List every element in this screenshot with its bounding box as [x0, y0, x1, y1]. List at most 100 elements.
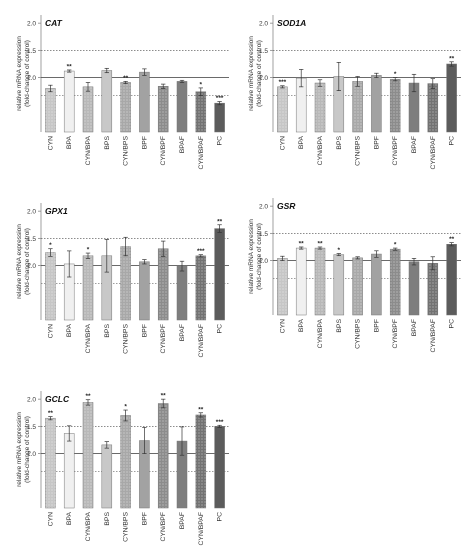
category-label: CYN/BPAF [198, 324, 205, 358]
bar-hatch [352, 81, 363, 132]
significance-label: ** [449, 55, 455, 62]
bar-hatch [277, 86, 288, 132]
category-label: CYN/BPF [392, 319, 399, 348]
bar-pc [446, 244, 457, 316]
category-label: CYN/BPF [160, 512, 167, 541]
category-label: CYN/BPA [85, 512, 92, 542]
significance-label: ** [449, 236, 455, 243]
significance-label: ** [123, 75, 129, 82]
category-label: BPF [373, 319, 380, 332]
bar-hatch [158, 248, 169, 320]
bar-hatch [352, 257, 363, 315]
category-label: BPA [298, 319, 305, 333]
y-tick-label: 1.5 [27, 48, 36, 55]
category-label: BPS [336, 319, 343, 333]
category-label: BPAF [179, 324, 186, 341]
y-axis-label: (fold-change of control) [256, 40, 263, 107]
category-label: CYN [47, 324, 54, 338]
significance-label: ** [217, 218, 223, 225]
significance-label: * [87, 247, 90, 254]
significance-label: *** [216, 419, 224, 426]
category-label: BPA [66, 512, 73, 526]
bar-hatch [120, 246, 131, 320]
bar-hatch [427, 263, 438, 315]
significance-label: ** [299, 240, 305, 247]
significance-label: ** [67, 63, 73, 70]
significance-label: *** [216, 95, 224, 102]
category-label: BPF [373, 136, 380, 149]
y-tick-label: 2.0 [27, 21, 36, 28]
bar-hatch [195, 414, 206, 508]
panel-gpx1: GPX1 relative mRNA expression (fold-change… [16, 203, 229, 358]
category-label: BPF [141, 512, 148, 525]
bar-hatch [158, 86, 169, 132]
panel-title: GCLC [45, 394, 70, 404]
category-label: BPS [104, 324, 111, 338]
category-label: CYN/BPF [160, 136, 167, 165]
bar-hatch [45, 252, 56, 320]
bar-hatch [195, 255, 206, 320]
y-tick-label: 1.5 [259, 231, 268, 238]
category-label: CYN/BPA [85, 136, 92, 166]
significance-label: * [394, 71, 397, 78]
bar-bpf [371, 253, 382, 316]
significance-label: * [49, 242, 52, 249]
category-label: BPF [141, 136, 148, 149]
y-tick-label: 1.5 [27, 236, 36, 243]
bar-hatch [315, 83, 325, 132]
category-label: CYN/BPAF [198, 136, 205, 170]
panel-title: GPX1 [45, 206, 68, 216]
category-label: CYN/BPS [355, 136, 362, 166]
y-tick-label: 1.5 [259, 48, 268, 55]
y-axis-label: (fold-change of control) [24, 416, 31, 483]
significance-label: * [124, 404, 127, 411]
y-tick-label: 2.0 [27, 209, 36, 216]
category-label: CYN/BPA [85, 324, 92, 354]
bar-hatch [83, 86, 93, 132]
category-label: CYN/BPS [123, 324, 130, 354]
bar-hatch [120, 82, 131, 132]
category-label: BPS [336, 136, 343, 150]
bar-pc [446, 63, 457, 133]
panel-title: CAT [45, 18, 63, 28]
y-axis-label: relative mRNA expression [16, 36, 23, 111]
y-tick-label: 1.0 [27, 263, 36, 270]
y-axis-label: (fold-change of control) [24, 228, 31, 295]
bar-bpaf [176, 265, 188, 321]
y-tick-label: 1.0 [27, 75, 36, 82]
significance-label: ** [317, 240, 323, 247]
significance-label: ** [48, 410, 54, 417]
bar-pc [214, 426, 225, 509]
category-label: PC [449, 319, 456, 329]
bar-hatch [277, 258, 288, 315]
bar-hatch [83, 402, 93, 508]
category-label: BPAF [179, 512, 186, 529]
category-label: BPAF [411, 136, 418, 153]
bar-hatch [390, 249, 401, 315]
significance-label: *** [279, 79, 287, 86]
y-axis-label: relative mRNA expression [248, 36, 255, 111]
y-tick-label: 2.0 [27, 397, 36, 404]
significance-label: ** [85, 393, 91, 400]
category-label: CYN/BPS [123, 136, 130, 166]
category-label: BPAF [411, 319, 418, 336]
y-tick-label: 1.0 [259, 75, 268, 82]
category-label: CYN/BPAF [430, 136, 437, 170]
bar-bps [333, 254, 345, 316]
bar-bpf [371, 75, 382, 133]
bar-hatch [83, 255, 93, 320]
bar-hatch [158, 403, 169, 508]
category-label: CYN [47, 136, 54, 150]
y-tick-label: 1.0 [259, 258, 268, 265]
panel-gclc: GCLC relative mRNA expression (fold-change… [16, 391, 229, 546]
bar-hatch [45, 418, 56, 508]
y-axis-label: relative mRNA expression [16, 412, 23, 487]
category-label: CYN [279, 136, 286, 150]
y-axis-label: relative mRNA expression [16, 224, 23, 299]
bar-bpaf [408, 261, 420, 316]
panel-title: GSR [277, 201, 296, 211]
bar-hatch [45, 88, 56, 132]
category-label: BPAF [179, 136, 186, 153]
category-label: BPA [66, 136, 73, 150]
category-label: BPA [298, 136, 305, 150]
